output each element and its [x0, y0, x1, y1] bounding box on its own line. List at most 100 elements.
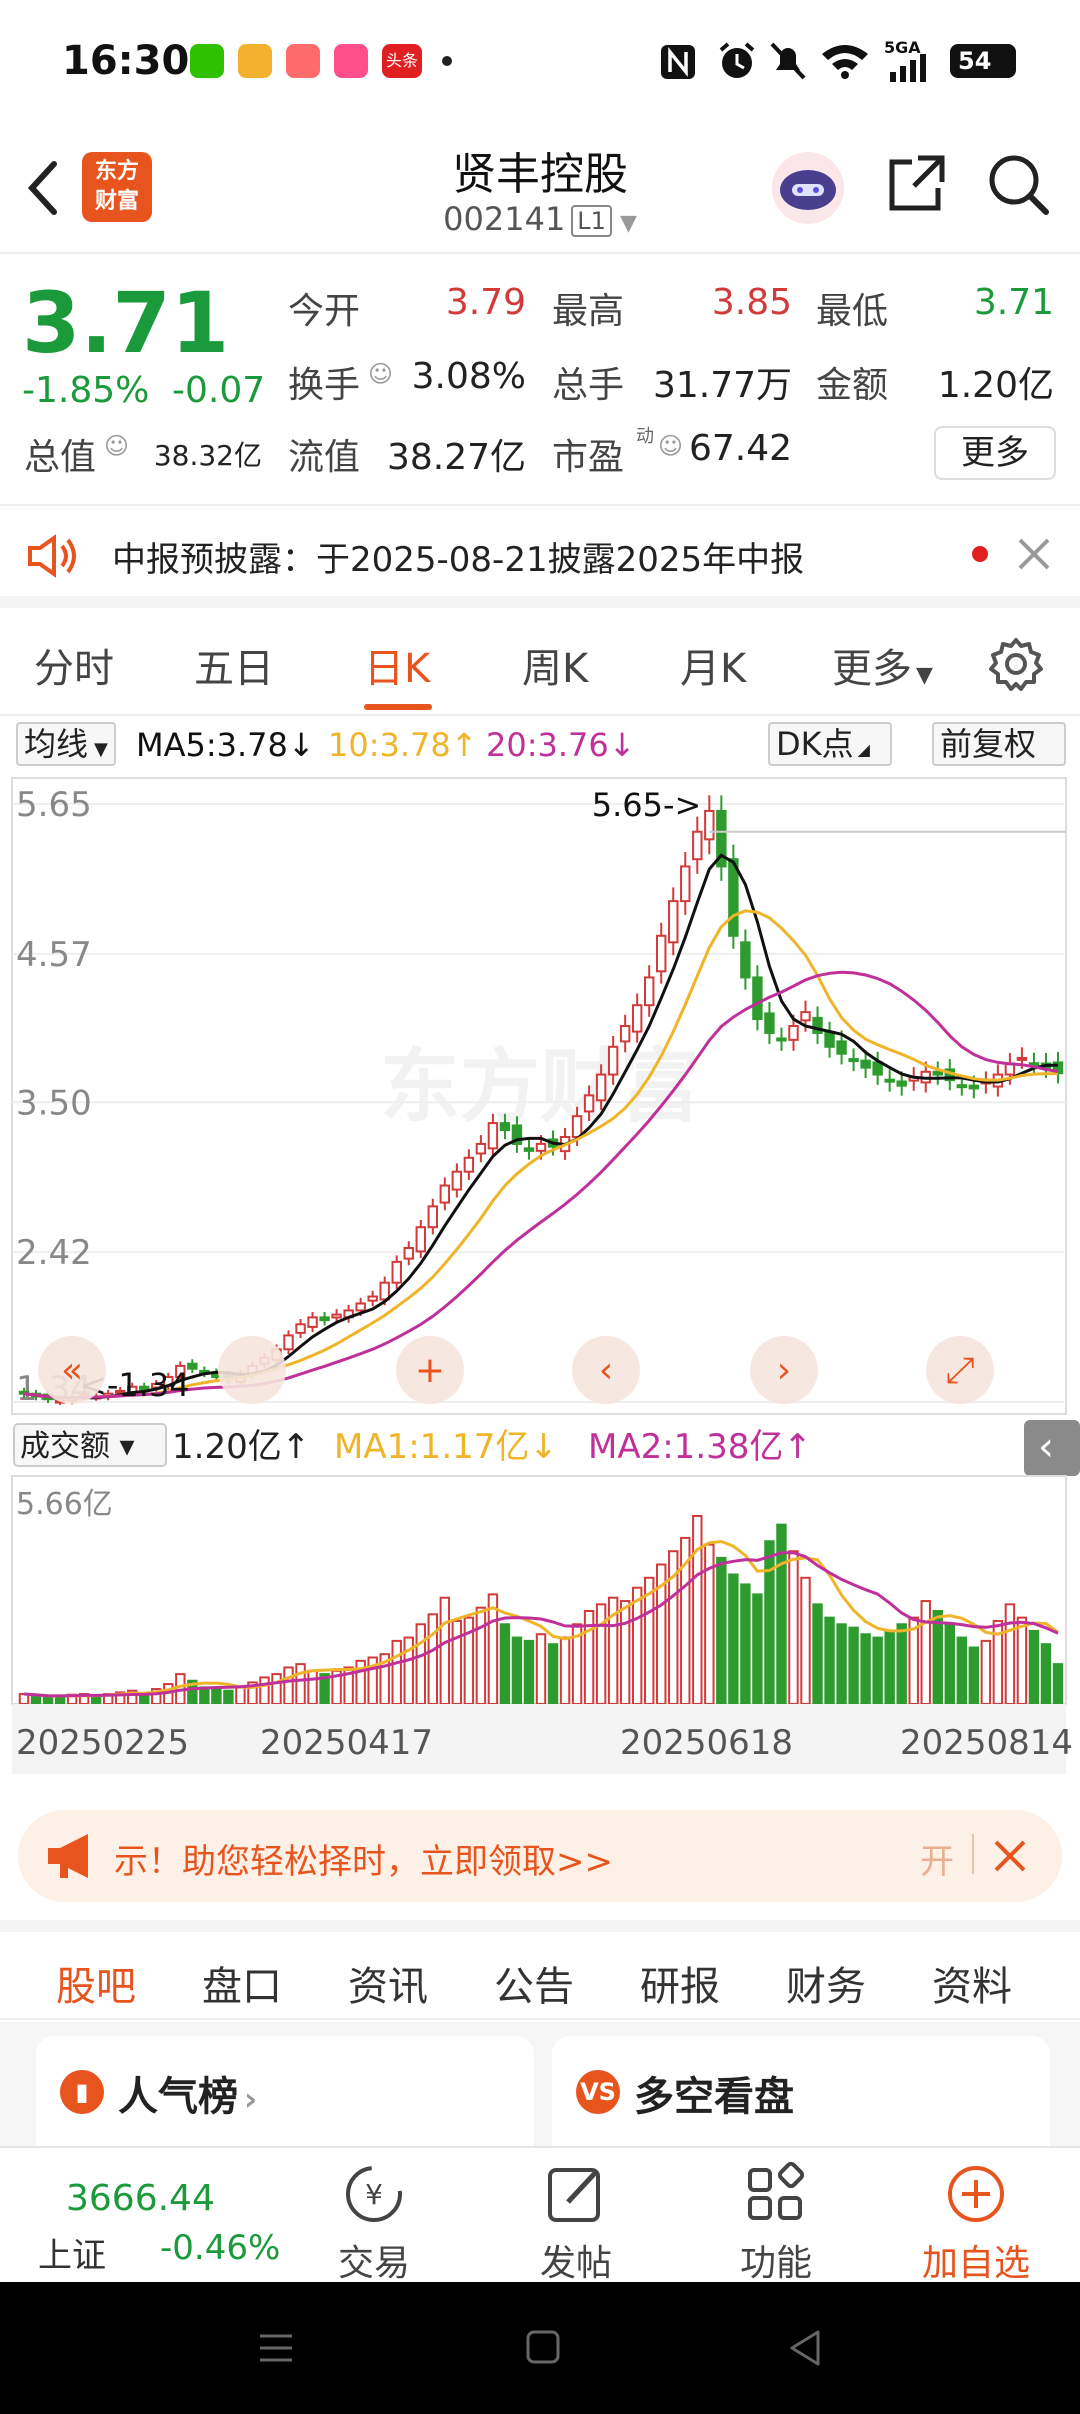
candle-body	[740, 941, 751, 979]
low-label: 最低	[816, 291, 889, 332]
dk-point-select[interactable]: DK点 ◢	[768, 722, 892, 766]
tab-finance[interactable]: 财务	[786, 1964, 866, 2010]
chart-nav-icon: «	[61, 1350, 83, 1391]
share-icon[interactable]	[884, 152, 948, 216]
volume-select-label: 成交额 ▾	[20, 1429, 135, 1464]
candle-body	[571, 1115, 583, 1138]
tab-guba[interactable]: 股吧	[56, 1964, 136, 2010]
menu-icon[interactable]	[256, 2330, 296, 2366]
back-icon[interactable]	[24, 158, 64, 218]
candle-body	[824, 1031, 835, 1048]
candle-body	[956, 1084, 968, 1089]
stock-code-row[interactable]: 002141 L1 ▼	[0, 200, 1080, 238]
nav-trade[interactable]: ¥ 交易	[274, 2148, 474, 2284]
tab-research[interactable]: 研报	[640, 1964, 720, 2010]
tab-announcements[interactable]: 公告	[494, 1964, 574, 2010]
ma10-text: 10:3.78	[328, 726, 451, 764]
chevron-left-icon: ‹	[1038, 1424, 1054, 1470]
index-ticker[interactable]: 3666.44 上证 -0.46%	[22, 2148, 292, 2284]
nav-add-watchlist-label: 加自选	[921, 2243, 1030, 2284]
close-icon[interactable]	[1016, 536, 1052, 572]
system-navigation-bar	[0, 2282, 1080, 2414]
back-nav-icon[interactable]	[786, 2328, 826, 2368]
volume-bar	[271, 1673, 282, 1706]
volume-bar	[1004, 1603, 1016, 1705]
volume-bar	[54, 1695, 66, 1705]
popularity-title: 人气榜	[118, 2074, 238, 2120]
robot-assistant-icon[interactable]	[770, 150, 846, 226]
volume-bar	[836, 1623, 847, 1706]
candle-body	[415, 1226, 426, 1253]
nav-functions-label: 功能	[739, 2243, 812, 2284]
adjust-select[interactable]: 前复权	[932, 722, 1066, 766]
chart-nav-button	[750, 1336, 818, 1404]
home-icon[interactable]	[524, 2328, 562, 2366]
chart-nav-button	[38, 1336, 106, 1404]
settings-gear-icon[interactable]	[988, 636, 1044, 692]
ma20-text: 20:3.76	[486, 726, 609, 764]
ma10-line	[23, 909, 1059, 1400]
ma-select[interactable]: 均线 ▼	[16, 722, 116, 766]
volume-bar	[427, 1613, 439, 1705]
chart-nav-button	[218, 1336, 286, 1404]
network-type: 5GA	[884, 38, 921, 57]
candle-body	[776, 1037, 787, 1042]
volume-y-label: 5.66亿	[16, 1487, 113, 1522]
promo-banner[interactable]: 示！助您轻松择时，立即领取>> 开	[18, 1810, 1062, 1902]
trade-icon: ¥	[346, 2166, 402, 2222]
tab-intraday[interactable]: 分时	[34, 646, 114, 692]
volume-bar	[199, 1686, 210, 1705]
watermark: 东方财富	[380, 1040, 700, 1133]
tab-more[interactable]: 更多 ▼	[832, 636, 933, 694]
eastmoney-logo[interactable]: 东方 财富	[82, 152, 152, 222]
candle-body	[511, 1124, 523, 1145]
volume-bar	[499, 1623, 511, 1706]
more-notifications-dot	[442, 56, 452, 66]
volume-bar	[968, 1646, 980, 1705]
kline-chart[interactable]: 东方财富5.654.573.502.421.345.65-><-1.34«+‹›…	[0, 774, 1080, 1794]
level-badge: L1	[571, 205, 612, 237]
volume-bar	[824, 1616, 835, 1706]
chart-controls: 均线 ▼ MA5:3.78↓ 10:3.78↑ 20:3.76↓ DK点 ◢ 前复权	[0, 718, 1080, 774]
promo-open[interactable]: 开	[920, 1842, 954, 1882]
chart-nav-button	[926, 1336, 994, 1404]
bottom-nav: 3666.44 上证 -0.46% ¥ 交易 发帖 功能 加自选	[0, 2146, 1080, 2284]
wifi-icon	[822, 45, 868, 79]
chevron-right-icon: ›	[244, 2080, 258, 2118]
battery-level: 54	[958, 47, 992, 75]
volume-bar	[595, 1603, 607, 1705]
info-icon[interactable]: ☺	[368, 360, 394, 388]
tab-five-day[interactable]: 五日	[194, 646, 274, 692]
candle-body	[764, 1012, 775, 1034]
volume-bar	[415, 1623, 426, 1706]
volume-bar	[884, 1629, 895, 1705]
tab-news[interactable]: 资讯	[348, 1964, 428, 2010]
volume-bar	[860, 1633, 871, 1706]
candle-body	[307, 1316, 318, 1328]
volume-bar	[30, 1694, 42, 1705]
candle-body	[668, 900, 679, 944]
candle-body	[439, 1184, 451, 1204]
candle-body	[860, 1059, 871, 1069]
search-icon[interactable]	[986, 152, 1052, 218]
nav-functions[interactable]: 功能	[676, 2148, 876, 2284]
nav-post[interactable]: 发帖	[476, 2148, 676, 2284]
tab-monthly-k[interactable]: 月K	[680, 646, 747, 692]
tab-profile[interactable]: 资料	[932, 1964, 1012, 2010]
close-icon[interactable]	[990, 1836, 1030, 1876]
chart-nav-icon: ⤢	[946, 1350, 975, 1391]
tab-pankou[interactable]: 盘口	[202, 1964, 282, 2010]
notice-bar[interactable]: 中报预披露：于2025-08-21披露2025年中报	[0, 508, 1080, 608]
ma20-line	[23, 970, 1059, 1400]
volume-bar	[235, 1686, 246, 1705]
candle-body	[932, 1070, 943, 1076]
tab-weekly-k[interactable]: 周K	[522, 646, 589, 692]
candle-body	[896, 1080, 907, 1087]
tab-daily-k[interactable]: 日K	[364, 646, 431, 692]
nav-add-watchlist[interactable]: 加自选	[876, 2148, 1076, 2284]
more-quote-button[interactable]: 更多	[934, 426, 1056, 480]
candle-body	[872, 1061, 883, 1076]
volume-bar	[1052, 1663, 1064, 1706]
info-icon[interactable]: ☺	[104, 432, 130, 460]
info-icon[interactable]: ☺	[658, 432, 684, 460]
